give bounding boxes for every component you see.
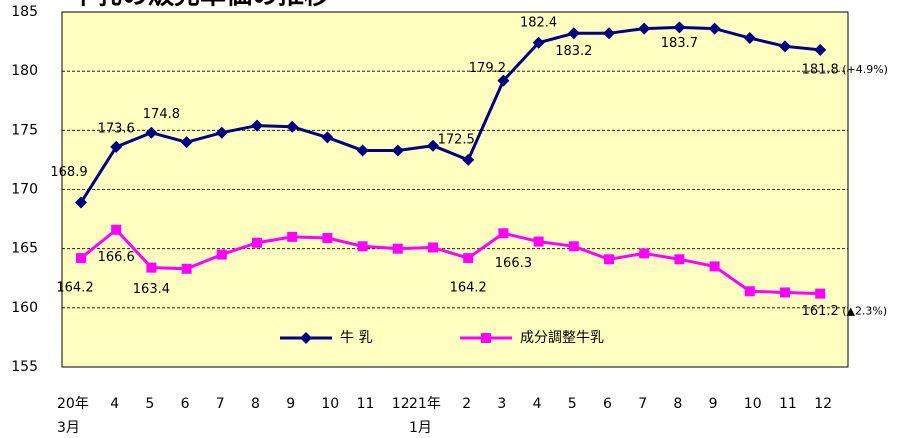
marker (568, 241, 579, 252)
x-tick-label: 5 (145, 396, 155, 412)
marker (462, 153, 475, 166)
x-tick-label: 10 (321, 396, 340, 412)
marker (76, 253, 86, 264)
marker (356, 144, 369, 157)
y-tick-label: 170 (11, 182, 38, 198)
x-tick-label: 6 (603, 396, 612, 412)
marker (567, 27, 580, 40)
x-tick-label: 7 (638, 396, 648, 412)
data-label: 166.6 (98, 250, 135, 265)
series-line (79, 25, 821, 204)
change-label: (+4.9%) (842, 63, 888, 76)
legend-label: 牛 乳 (340, 330, 372, 346)
marker (533, 236, 544, 247)
x-tick-label: 9 (708, 396, 718, 412)
x-tick-label: 11 (356, 396, 375, 412)
x-tick-label: 4 (110, 396, 120, 412)
x-tick-label: 8 (251, 396, 260, 412)
marker (252, 237, 262, 248)
marker (145, 126, 158, 139)
marker (251, 119, 263, 132)
data-label: 164.2 (56, 281, 93, 296)
marker (181, 263, 192, 274)
x-tick-label: 4 (532, 396, 542, 412)
marker (814, 43, 827, 56)
change-label: (▲2.3%) (842, 305, 887, 318)
legend-label: 成分調整牛乳 (520, 330, 604, 346)
marker (286, 120, 299, 133)
y-tick-label: 165 (11, 241, 38, 257)
marker (216, 249, 227, 260)
marker (321, 131, 334, 144)
y-tick-label: 185 (11, 4, 38, 20)
x-tick-label: 12 (814, 396, 833, 412)
x-tick-label: 6 (180, 396, 190, 412)
marker (497, 74, 510, 87)
x-tick-label: 11 (779, 396, 797, 412)
data-label: 183.7 (661, 36, 698, 51)
marker (322, 233, 333, 244)
x-tick-label: 9 (286, 396, 296, 412)
x-tick-label: 5 (567, 396, 577, 412)
data-label: 168.9 (50, 165, 87, 180)
marker (639, 248, 650, 259)
data-label: 174.8 (143, 107, 180, 122)
marker (428, 242, 438, 253)
data-label: 179.2 (469, 61, 506, 76)
y-tick-label: 175 (11, 122, 38, 138)
marker (708, 22, 721, 35)
x-tick-label: 7 (215, 396, 225, 412)
y-tick-label: 155 (11, 359, 38, 375)
x-tick-label: 21年 1月 (409, 396, 441, 436)
marker (300, 332, 312, 344)
marker (392, 243, 403, 254)
y-tick-label: 180 (11, 63, 38, 79)
data-label: 181.8 (802, 62, 839, 77)
x-tick-label: 10 (743, 396, 762, 412)
marker (673, 21, 686, 34)
data-label: 163.4 (133, 282, 170, 297)
marker (75, 196, 87, 209)
marker (603, 27, 615, 40)
marker (146, 262, 157, 273)
x-tick-label: 12 (391, 396, 410, 412)
data-label: 183.2 (555, 44, 592, 59)
marker (604, 254, 614, 265)
data-label: 161.2 (802, 304, 839, 319)
marker (779, 40, 791, 53)
marker (215, 126, 228, 139)
data-label: 173.6 (98, 121, 135, 136)
marker (111, 224, 122, 235)
y-tick-label: 160 (11, 300, 38, 316)
marker (110, 140, 123, 153)
marker (744, 286, 755, 297)
marker (674, 254, 685, 265)
x-tick-label: 8 (673, 396, 683, 412)
chart-title: 牛乳の販売単価の推移 (70, 0, 330, 11)
marker (287, 231, 298, 242)
marker (427, 139, 439, 152)
marker (481, 333, 491, 343)
data-label: 172.5 (438, 132, 475, 147)
marker (498, 228, 509, 239)
marker (743, 32, 756, 45)
marker (815, 288, 826, 299)
marker (391, 144, 404, 157)
x-tick-label: 2 (462, 396, 472, 412)
series-line (80, 227, 821, 296)
marker (709, 261, 720, 272)
marker (463, 253, 474, 264)
marker (357, 241, 368, 252)
data-label: 164.2 (450, 281, 487, 296)
marker (532, 36, 545, 49)
marker (780, 287, 790, 298)
data-label: 182.4 (520, 15, 557, 30)
marker (180, 136, 193, 149)
marker (638, 22, 651, 35)
data-label: 166.3 (495, 256, 532, 271)
x-tick-label: 20年 3月 (57, 396, 89, 436)
x-tick-label: 3 (497, 396, 507, 412)
